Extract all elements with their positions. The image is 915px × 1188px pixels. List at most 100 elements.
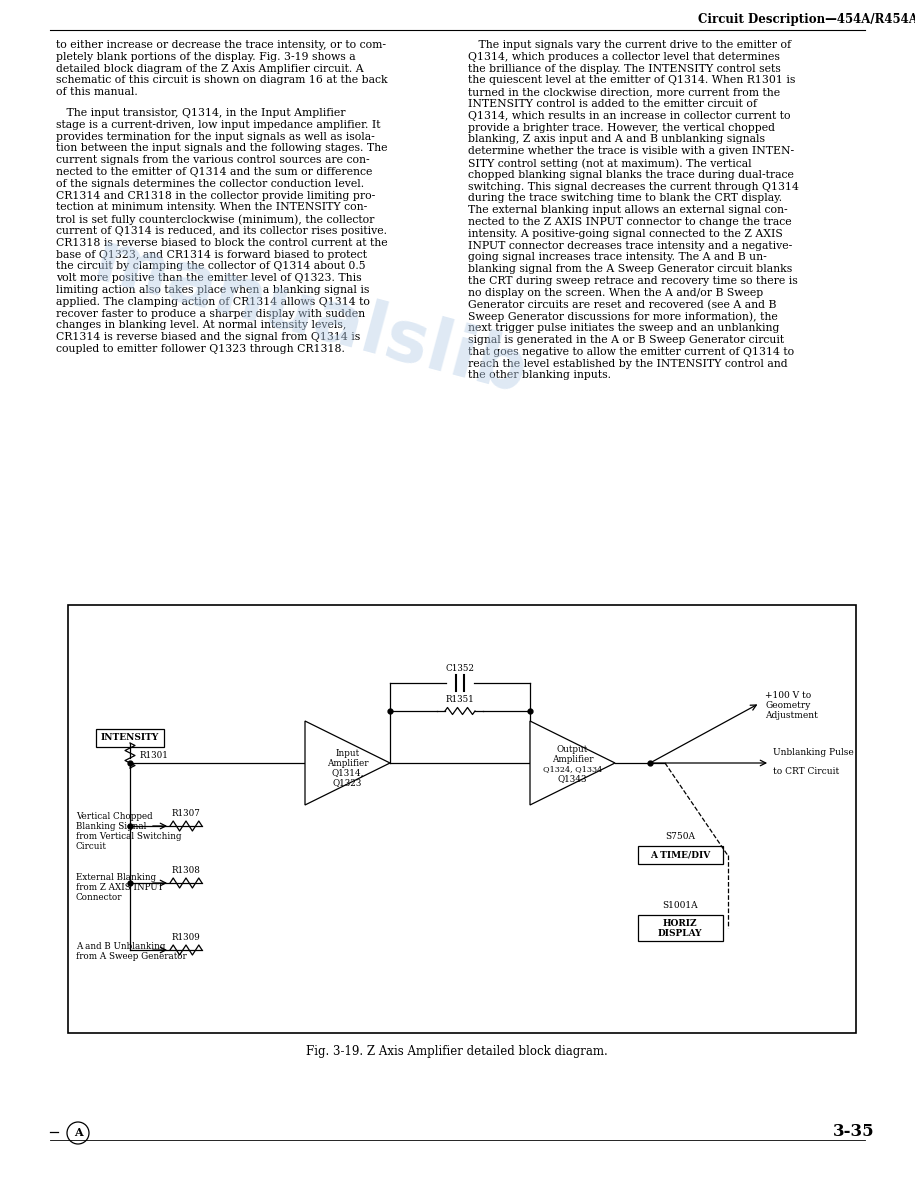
- Text: CR1318 is reverse biased to block the control current at the: CR1318 is reverse biased to block the co…: [56, 238, 388, 248]
- Text: A TIME/DIV: A TIME/DIV: [650, 851, 710, 859]
- Bar: [638, 915, 723, 941]
- Text: no display on the screen. When the A and/or B Sweep: no display on the screen. When the A and…: [468, 287, 763, 298]
- Text: the other blanking inputs.: the other blanking inputs.: [468, 371, 611, 380]
- Text: Unblanking Pulse: Unblanking Pulse: [773, 748, 854, 757]
- Text: Circuit: Circuit: [76, 842, 107, 851]
- Text: changes in blanking level. At normal intensity levels,: changes in blanking level. At normal int…: [56, 321, 347, 330]
- Text: detailed block diagram of the Z Axis Amplifier circuit. A: detailed block diagram of the Z Axis Amp…: [56, 64, 363, 74]
- Polygon shape: [305, 721, 390, 805]
- Text: S1001A: S1001A: [662, 901, 698, 910]
- Text: schematic of this circuit is shown on diagram 16 at the back: schematic of this circuit is shown on di…: [56, 75, 388, 86]
- Text: Connector: Connector: [76, 893, 123, 902]
- Text: Adjustment: Adjustment: [765, 710, 818, 720]
- Bar: [96, 729, 164, 747]
- Text: Q1343: Q1343: [558, 775, 587, 784]
- Text: C1352: C1352: [446, 664, 475, 672]
- Text: of the signals determines the collector conduction level.: of the signals determines the collector …: [56, 179, 364, 189]
- Text: to either increase or decrease the trace intensity, or to com-: to either increase or decrease the trace…: [56, 40, 386, 50]
- Text: the circuit by clamping the collector of Q1314 about 0.5: the circuit by clamping the collector of…: [56, 261, 366, 271]
- Text: intensity. A positive-going signal connected to the Z AXIS: intensity. A positive-going signal conne…: [468, 229, 782, 239]
- Text: CR1314 and CR1318 in the collector provide limiting pro-: CR1314 and CR1318 in the collector provi…: [56, 190, 375, 201]
- Text: pletely blank portions of the display. Fig. 3-19 shows a: pletely blank portions of the display. F…: [56, 52, 356, 62]
- Text: External Blanking: External Blanking: [76, 873, 156, 881]
- Text: current signals from the various control sources are con-: current signals from the various control…: [56, 156, 370, 165]
- Text: The external blanking input allows an external signal con-: The external blanking input allows an ex…: [468, 206, 788, 215]
- Text: A: A: [74, 1127, 82, 1138]
- Text: Geometry: Geometry: [765, 701, 811, 710]
- Text: applied. The clamping action of CR1314 allows Q1314 to: applied. The clamping action of CR1314 a…: [56, 297, 370, 307]
- Bar: [638, 846, 723, 864]
- Text: nected to the Z AXIS INPUT connector to change the trace: nected to the Z AXIS INPUT connector to …: [468, 217, 791, 227]
- Text: to CRT Circuit: to CRT Circuit: [773, 767, 839, 776]
- Text: Q1323: Q1323: [333, 778, 362, 788]
- Text: Generator circuits are reset and recovered (see A and B: Generator circuits are reset and recover…: [468, 299, 776, 310]
- Text: the CRT during sweep retrace and recovery time so there is: the CRT during sweep retrace and recover…: [468, 276, 798, 286]
- Text: stage is a current-driven, low input impedance amplifier. It: stage is a current-driven, low input imp…: [56, 120, 381, 129]
- Text: from Vertical Switching: from Vertical Switching: [76, 832, 181, 841]
- Text: nected to the emitter of Q1314 and the sum or difference: nected to the emitter of Q1314 and the s…: [56, 168, 372, 177]
- Text: INTENSITY: INTENSITY: [101, 733, 159, 742]
- Polygon shape: [530, 721, 615, 805]
- Text: that goes negative to allow the emitter current of Q1314 to: that goes negative to allow the emitter …: [468, 347, 794, 356]
- Text: base of Q1323, and CR1314 is forward biased to protect: base of Q1323, and CR1314 is forward bia…: [56, 249, 367, 260]
- Text: SITY control setting (not at maximum). The vertical: SITY control setting (not at maximum). T…: [468, 158, 751, 169]
- Text: from A Sweep Generator: from A Sweep Generator: [76, 952, 187, 961]
- Text: R1301: R1301: [140, 751, 169, 760]
- Text: current of Q1314 is reduced, and its collector rises positive.: current of Q1314 is reduced, and its col…: [56, 226, 387, 236]
- Text: Q1324, Q1334: Q1324, Q1334: [543, 765, 602, 773]
- Text: coupled to emitter follower Q1323 through CR1318.: coupled to emitter follower Q1323 throug…: [56, 345, 345, 354]
- Text: from Z AXIS INPUT: from Z AXIS INPUT: [76, 883, 164, 892]
- Text: INPUT connector decreases trace intensity and a negative-: INPUT connector decreases trace intensit…: [468, 241, 792, 251]
- Text: Q1314,: Q1314,: [331, 769, 364, 777]
- Text: blanking, Z axis input and A and B unblanking signals: blanking, Z axis input and A and B unbla…: [468, 134, 765, 145]
- Text: provide a brighter trace. However, the vertical chopped: provide a brighter trace. However, the v…: [468, 122, 775, 133]
- Text: during the trace switching time to blank the CRT display.: during the trace switching time to blank…: [468, 194, 782, 203]
- Text: chopped blanking signal blanks the trace during dual-trace: chopped blanking signal blanks the trace…: [468, 170, 794, 179]
- Text: Circuit Description—454A/R454A: Circuit Description—454A/R454A: [698, 13, 915, 26]
- Text: volt more positive than the emitter level of Q1323. This: volt more positive than the emitter leve…: [56, 273, 361, 283]
- Text: R1308: R1308: [172, 866, 200, 876]
- Text: determine whether the trace is visible with a given INTEN-: determine whether the trace is visible w…: [468, 146, 794, 156]
- Text: blanking signal from the A Sweep Generator circuit blanks: blanking signal from the A Sweep Generat…: [468, 264, 792, 274]
- Text: Q1314, which produces a collector level that determines: Q1314, which produces a collector level …: [468, 52, 780, 62]
- Text: signal is generated in the A or B Sweep Generator circuit: signal is generated in the A or B Sweep …: [468, 335, 784, 345]
- Text: R1307: R1307: [172, 809, 200, 819]
- Text: tion between the input signals and the following stages. The: tion between the input signals and the f…: [56, 144, 387, 153]
- Text: 3-35: 3-35: [834, 1124, 875, 1140]
- Text: The input transistor, Q1314, in the Input Amplifier: The input transistor, Q1314, in the Inpu…: [56, 108, 346, 118]
- Text: trol is set fully counterclockwise (minimum), the collector: trol is set fully counterclockwise (mini…: [56, 214, 374, 225]
- Bar: [68, 605, 856, 1034]
- Text: the brilliance of the display. The INTENSITY control sets: the brilliance of the display. The INTEN…: [468, 64, 780, 74]
- Text: Input: Input: [336, 748, 360, 758]
- Text: the quiescent level at the emitter of Q1314. When R1301 is: the quiescent level at the emitter of Q1…: [468, 75, 795, 86]
- Text: going signal increases trace intensity. The A and B un-: going signal increases trace intensity. …: [468, 252, 767, 263]
- Text: Fig. 3-19. Z Axis Amplifier detailed block diagram.: Fig. 3-19. Z Axis Amplifier detailed blo…: [307, 1045, 608, 1059]
- Text: +100 V to: +100 V to: [765, 691, 812, 700]
- Text: Blanking Signal: Blanking Signal: [76, 822, 146, 830]
- Text: Vertical Chopped: Vertical Chopped: [76, 813, 153, 821]
- Text: manualslib: manualslib: [86, 227, 534, 409]
- Text: of this manual.: of this manual.: [56, 87, 138, 97]
- Text: recover faster to produce a sharper display with sudden: recover faster to produce a sharper disp…: [56, 309, 365, 318]
- Text: INTENSITY control is added to the emitter circuit of: INTENSITY control is added to the emitte…: [468, 99, 757, 109]
- Text: R1309: R1309: [172, 933, 200, 942]
- Text: The input signals vary the current drive to the emitter of: The input signals vary the current drive…: [468, 40, 791, 50]
- Text: limiting action also takes place when a blanking signal is: limiting action also takes place when a …: [56, 285, 370, 295]
- Text: R1351: R1351: [446, 695, 474, 704]
- Text: turned in the clockwise direction, more current from the: turned in the clockwise direction, more …: [468, 87, 780, 97]
- Text: Amplifier: Amplifier: [327, 758, 368, 767]
- Text: Q1314, which results in an increase in collector current to: Q1314, which results in an increase in c…: [468, 110, 791, 121]
- Text: DISPLAY: DISPLAY: [658, 929, 702, 939]
- Text: CR1314 is reverse biased and the signal from Q1314 is: CR1314 is reverse biased and the signal …: [56, 333, 361, 342]
- Text: reach the level established by the INTENSITY control and: reach the level established by the INTEN…: [468, 359, 788, 368]
- Text: provides termination for the input signals as well as isola-: provides termination for the input signa…: [56, 132, 375, 141]
- Text: switching. This signal decreases the current through Q1314: switching. This signal decreases the cur…: [468, 182, 799, 191]
- Text: S750A: S750A: [665, 832, 695, 841]
- Text: Output: Output: [557, 745, 588, 753]
- Text: A and B Unblanking: A and B Unblanking: [76, 942, 166, 952]
- Text: tection at minimum intensity. When the INTENSITY con-: tection at minimum intensity. When the I…: [56, 202, 367, 213]
- Text: Amplifier: Amplifier: [552, 754, 593, 764]
- Text: Sweep Generator discussions for more information), the: Sweep Generator discussions for more inf…: [468, 311, 778, 322]
- Text: next trigger pulse initiates the sweep and an unblanking: next trigger pulse initiates the sweep a…: [468, 323, 780, 333]
- Text: HORIZ: HORIZ: [662, 920, 697, 929]
